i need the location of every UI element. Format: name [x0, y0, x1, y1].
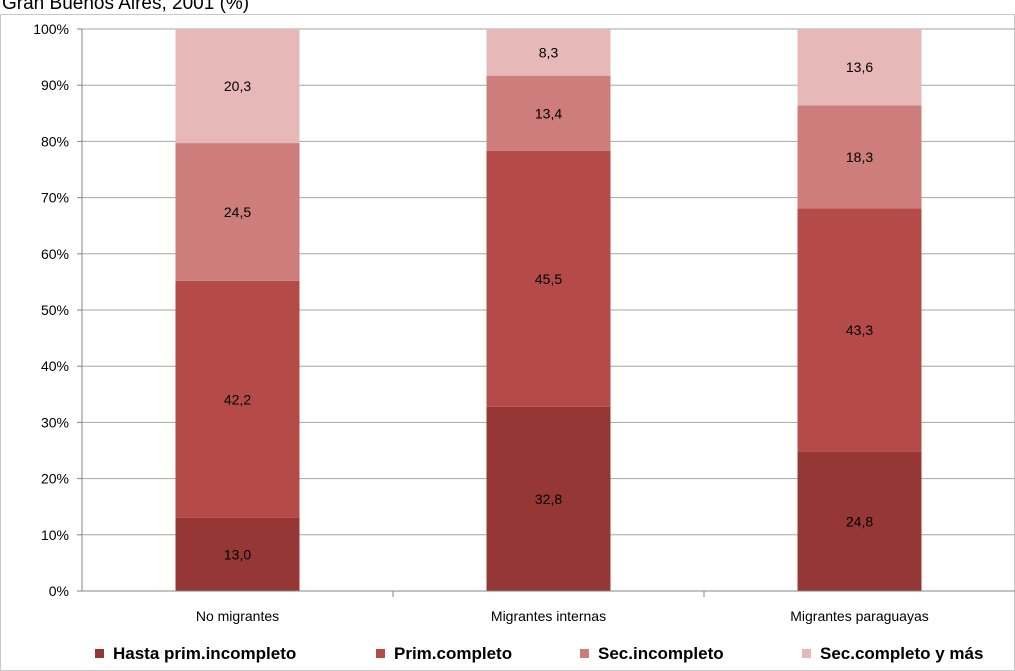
- y-tick-label: 40%: [41, 358, 69, 374]
- data-label: 32,8: [535, 491, 562, 507]
- y-tick-label: 70%: [41, 190, 69, 206]
- bar-segment: [486, 150, 611, 407]
- bar-segment: [175, 29, 300, 144]
- bar-segment: [175, 143, 300, 281]
- data-label: 24,8: [846, 513, 873, 529]
- bar-segment: [797, 29, 922, 106]
- y-tick-label: 60%: [41, 246, 69, 262]
- bar-segment: [797, 451, 922, 591]
- legend-swatch: [802, 649, 811, 658]
- legend-item: Prim.completo: [376, 644, 512, 663]
- y-tick-label: 20%: [41, 471, 69, 487]
- data-label: 13,0: [224, 546, 251, 562]
- data-label: 24,5: [224, 204, 251, 220]
- y-tick-label: 30%: [41, 414, 69, 430]
- y-tick-label: 10%: [41, 527, 69, 543]
- legend-item: Hasta prim.incompleto: [95, 644, 296, 663]
- title-strip: Gran Buenos Aires, 2001 (%): [0, 0, 1015, 14]
- data-label: 13,6: [846, 59, 873, 75]
- bars: 13,0 42,2 24,5 20,3 32,8 45,5 13,4 8,3 24,8 43,3 1…: [175, 29, 922, 591]
- data-label: 43,3: [846, 322, 873, 338]
- bar-segment: [797, 208, 922, 452]
- legend-label: Sec.completo y más: [820, 644, 983, 663]
- y-tick-label: 0%: [49, 583, 69, 599]
- bar-segment: [486, 29, 611, 76]
- bar-segment: [797, 105, 922, 209]
- legend-swatch: [580, 649, 589, 658]
- data-label: 18,3: [846, 149, 873, 165]
- legend-label: Hasta prim.incompleto: [113, 644, 296, 663]
- x-category-label: Migrantes paraguayas: [790, 608, 929, 624]
- data-label: 42,2: [224, 391, 251, 407]
- data-label: 45,5: [535, 271, 562, 287]
- bar-segment: [486, 75, 611, 151]
- legend-swatch: [376, 649, 385, 658]
- bar-segment: [486, 406, 611, 591]
- data-label: 20,3: [224, 78, 251, 94]
- bar-stack: 13,0 42,2 24,5 20,3: [175, 29, 300, 591]
- x-axis: No migrantes Migrantes internas Migrantes …: [81, 29, 1015, 624]
- legend-item: Sec.completo y más: [802, 644, 983, 663]
- y-tick-label: 90%: [41, 77, 69, 93]
- legend: Hasta prim.incompleto Prim.completo Sec.in…: [95, 644, 983, 663]
- y-tick-label: 50%: [41, 302, 69, 318]
- x-category-label: No migrantes: [196, 608, 279, 624]
- legend-label: Prim.completo: [394, 644, 512, 663]
- bar-segment: [175, 280, 300, 518]
- legend-label: Sec.incompleto: [598, 644, 724, 663]
- bar-stack: 24,8 43,3 18,3 13,6: [797, 29, 922, 591]
- x-category-label: Migrantes internas: [491, 608, 606, 624]
- y-axis-ticks: 0% 10% 20% 30% 40% 50% 60% 70% 80% 90% 100%: [33, 21, 82, 599]
- bar-stack: 32,8 45,5 13,4 8,3: [486, 29, 611, 591]
- bar-segment: [175, 517, 300, 591]
- legend-item: Sec.incompleto: [580, 644, 724, 663]
- chart-title: Gran Buenos Aires, 2001 (%): [2, 0, 250, 14]
- data-label: 8,3: [539, 44, 559, 60]
- legend-swatch: [95, 649, 104, 658]
- y-tick-label: 80%: [41, 133, 69, 149]
- y-tick-label: 100%: [33, 21, 69, 37]
- data-label: 13,4: [535, 105, 562, 121]
